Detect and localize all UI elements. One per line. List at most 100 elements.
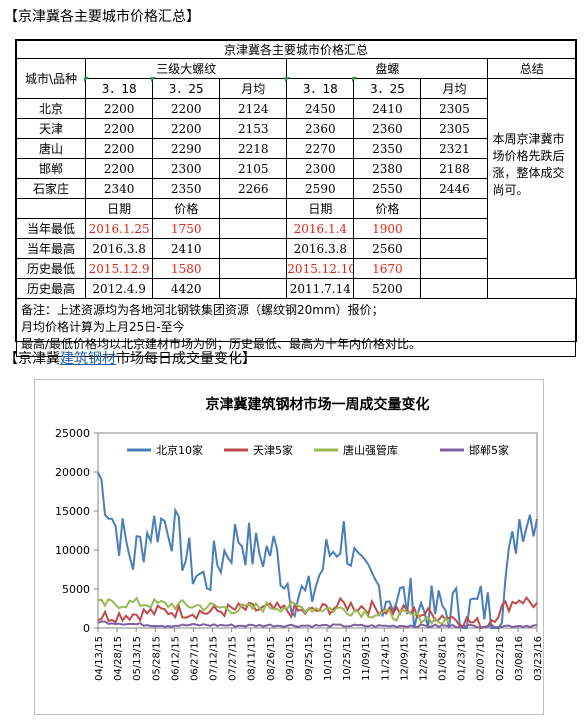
city-name: 邯郸 [15, 158, 87, 179]
table-row: 唐山 2200 2290 2218 2270 2350 2321 [15, 138, 576, 159]
extreme-label: 当年最低 [15, 218, 87, 239]
empty-cell [420, 198, 489, 219]
city-name: 北京 [15, 98, 87, 119]
sub-header: 3．25 [152, 78, 221, 99]
price-cell: 2270 [286, 138, 355, 159]
x-tick-label: 01/23/16 [457, 636, 468, 681]
legend-label: 唐山强管库 [343, 443, 398, 457]
table-row: 天津 2200 2200 2153 2360 2360 2305 [15, 118, 576, 139]
chart-svg: 京津冀建筑钢材市场一周成交量变化 0 5000 10000 15000 20000 2500… [55, 396, 544, 681]
x-tick-label: 06/27/15 [189, 636, 200, 681]
price-cell: 2200 [85, 158, 154, 179]
x-tick-label: 05/13/15 [132, 636, 143, 681]
table-notes: 备注：上述资源均为各地河北钢铁集团资源（螺纹钢20mm）报价； 月均价格计算为上… [16, 298, 576, 357]
sub-header: 3．18 [85, 78, 154, 99]
section1-heading: 【京津冀各主要城市价格汇总】 [4, 9, 200, 25]
table-row: 历史最高 2012.4.9 4420 2011.7.14 5200 [15, 278, 576, 299]
city-name: 天津 [15, 118, 87, 139]
city-name: 石家庄 [15, 178, 87, 199]
price-cell: 2300 [286, 158, 355, 179]
x-tick-label: 06/12/15 [170, 636, 181, 681]
heading-suffix: 市场每日成交量变化】 [116, 351, 256, 367]
plot-area [97, 432, 538, 629]
extreme-date: 2016.3.8 [85, 238, 154, 259]
empty-cell [219, 258, 288, 279]
y-tick-label: 25000 [55, 427, 90, 440]
price-cell: 2360 [286, 118, 355, 139]
price-cell: 2350 [353, 138, 422, 159]
series-line [97, 472, 538, 629]
empty-cell [420, 238, 489, 259]
price-cell: 2218 [219, 138, 288, 159]
x-tick-label: 03/23/16 [533, 636, 543, 681]
extreme-date: 2015.12.9 [85, 258, 154, 279]
heading-link[interactable]: 建筑钢材 [60, 351, 116, 367]
corner-header: 城市\品种 [15, 58, 87, 99]
price-cell: 2450 [286, 98, 355, 119]
extreme-price: 1670 [353, 258, 422, 279]
city-name: 唐山 [15, 138, 87, 159]
price-cell: 2105 [219, 158, 288, 179]
table-title: 京津冀各主要城市价格汇总 [16, 40, 576, 59]
price-cell: 2305 [420, 118, 489, 139]
x-tick-label: 03/08/16 [514, 636, 525, 681]
section2-heading: 【京津冀建筑钢材市场每日成交量变化】 [4, 350, 256, 368]
price-cell: 2410 [353, 98, 422, 119]
price-cell: 2200 [152, 98, 221, 119]
extreme-date: 2016.1.25 [85, 218, 154, 239]
cell-indicator [285, 77, 290, 82]
empty-cell [420, 278, 489, 299]
summary-text: 本周京津冀市场价格先跌后涨，整体成交尚可。 [487, 78, 576, 279]
empty-cell [219, 278, 288, 299]
table-row: 日期 价格 日期 价格 [15, 198, 576, 219]
extreme-label: 当年最高 [15, 238, 87, 259]
sub-header: 月均 [219, 78, 288, 99]
price-cell: 2200 [85, 98, 154, 119]
price-cell: 2446 [420, 178, 489, 199]
group-coil-header: 盘螺 [286, 58, 489, 79]
price-cell: 2124 [219, 98, 288, 119]
x-tick-label: 11/09/15 [361, 636, 372, 681]
extreme-price: 5200 [353, 278, 422, 299]
series-line [97, 595, 538, 630]
y-tick-label: 0 [83, 622, 90, 635]
series-line [97, 620, 538, 629]
table-row: 历史最低 2015.12.9 1580 2015.12.10 1670 [15, 258, 576, 279]
price-header: 价格 [152, 198, 221, 219]
price-header: 价格 [353, 198, 422, 219]
price-cell: 2200 [85, 138, 154, 159]
extreme-label: 历史最高 [15, 278, 87, 299]
price-cell: 2153 [219, 118, 288, 139]
price-cell: 2200 [152, 118, 221, 139]
table-row: 邯郸 2200 2300 2105 2300 2380 2188 [15, 158, 576, 179]
x-tick-label: 04/28/15 [113, 636, 124, 681]
heading-prefix: 【京津冀 [4, 351, 60, 367]
extreme-label: 历史最低 [15, 258, 87, 279]
table-row: 北京 2200 2200 2124 2450 2410 2305 [15, 98, 576, 119]
price-cell: 2380 [353, 158, 422, 179]
x-tick-label: 08/26/15 [266, 636, 277, 681]
price-cell: 2550 [353, 178, 422, 199]
date-header: 日期 [286, 198, 355, 219]
x-tick-label: 01/08/16 [438, 636, 449, 681]
extreme-price: 2560 [353, 238, 422, 259]
y-tick-label: 5000 [62, 583, 90, 596]
series-line [97, 596, 451, 626]
table-row: 当年最高 2016.3.8 2410 2016.3.8 2560 [15, 238, 576, 259]
date-header: 日期 [85, 198, 154, 219]
price-cell: 2350 [152, 178, 221, 199]
x-tick-label: 10/10/15 [323, 636, 334, 681]
note-line: 备注：上述资源均为各地河北钢铁集团资源（螺纹钢20mm）报价； [21, 303, 384, 317]
y-tick-label: 20000 [55, 466, 90, 479]
x-tick-label: 02/22/16 [495, 636, 506, 681]
extreme-price: 2410 [152, 238, 221, 259]
x-tick-label: 12/24/15 [418, 636, 429, 681]
extreme-price: 1750 [152, 218, 221, 239]
cell-indicator [352, 77, 357, 82]
y-tick-label: 15000 [55, 505, 90, 518]
extreme-date: 2011.7.14 [286, 278, 355, 299]
empty-cell [219, 238, 288, 259]
extreme-price: 1580 [152, 258, 221, 279]
empty-cell [420, 218, 489, 239]
price-cell: 2266 [219, 178, 288, 199]
